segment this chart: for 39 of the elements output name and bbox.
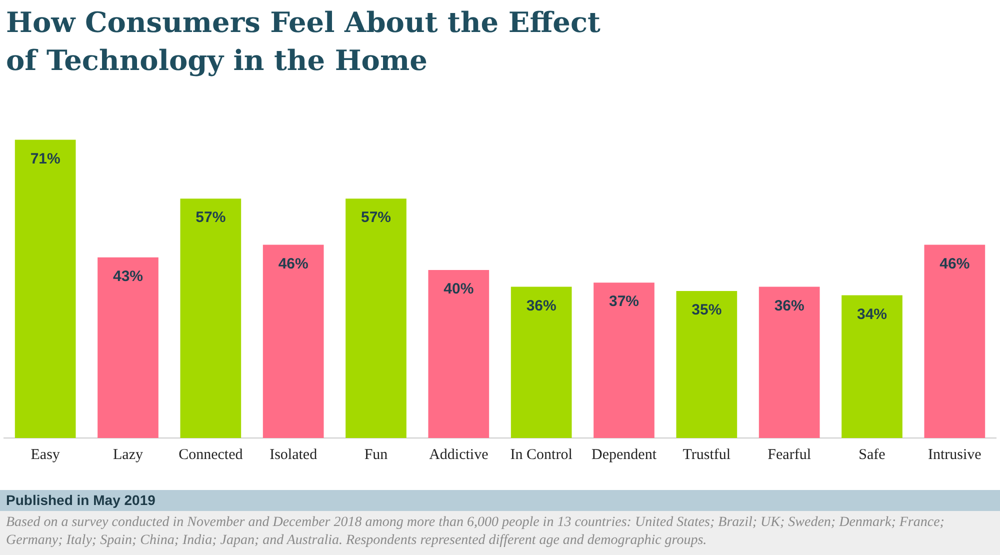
bar (428, 270, 490, 438)
bar (346, 198, 406, 438)
bar (14, 140, 76, 438)
bar (594, 282, 654, 438)
data-label: 40% (444, 280, 474, 298)
text: Based on a survey conducted in November and December 2018 among more than 6,000 people in 13 countries: United States; Brazil; UK; Sweden; Denmark; France; Germany; Italy; Spain; China; India; Japan; and Australia. Respondents represented different age and demographic groups. (0, 511, 1000, 555)
data-label: 34% (856, 306, 888, 323)
data-label: 46% (940, 255, 970, 272)
data-label: 36% (526, 297, 556, 314)
x-tick-label: Intrusive (928, 446, 982, 463)
chart-title: How Consumers Feel About the Effect of Technology in the Home (6, 5, 602, 79)
data-label: 35% (692, 302, 722, 319)
x-tick-label: Dependent (592, 446, 658, 463)
bar (262, 244, 324, 438)
bar (510, 286, 572, 438)
text: Published in May 2019 (0, 490, 1000, 511)
bar (676, 291, 738, 438)
data-label: 57% (360, 209, 392, 226)
data-label: 46% (278, 255, 308, 272)
bar (180, 198, 242, 438)
data-label: 71% (30, 150, 60, 168)
data-label: 36% (774, 297, 804, 314)
x-tick-label: Trustful (682, 446, 731, 463)
bar (924, 244, 986, 438)
bar (98, 257, 158, 438)
x-tick-label: Easy (30, 446, 60, 463)
bar (758, 286, 820, 438)
x-tick-label: Lazy (113, 446, 144, 463)
x-tick-label: Addictive (429, 446, 489, 463)
x-tick-label: Connected (178, 446, 244, 463)
x-tick-label: Safe (858, 446, 886, 463)
data-label: 37% (608, 293, 640, 310)
x-tick-label: Fun (364, 446, 388, 463)
x-tick-label: Isolated (270, 446, 318, 463)
x-tick-label: In Control (510, 446, 572, 463)
data-label: 57% (196, 209, 226, 226)
bar (842, 295, 902, 438)
data-label: 43% (112, 268, 144, 286)
x-tick-label: Fearful (768, 446, 811, 463)
